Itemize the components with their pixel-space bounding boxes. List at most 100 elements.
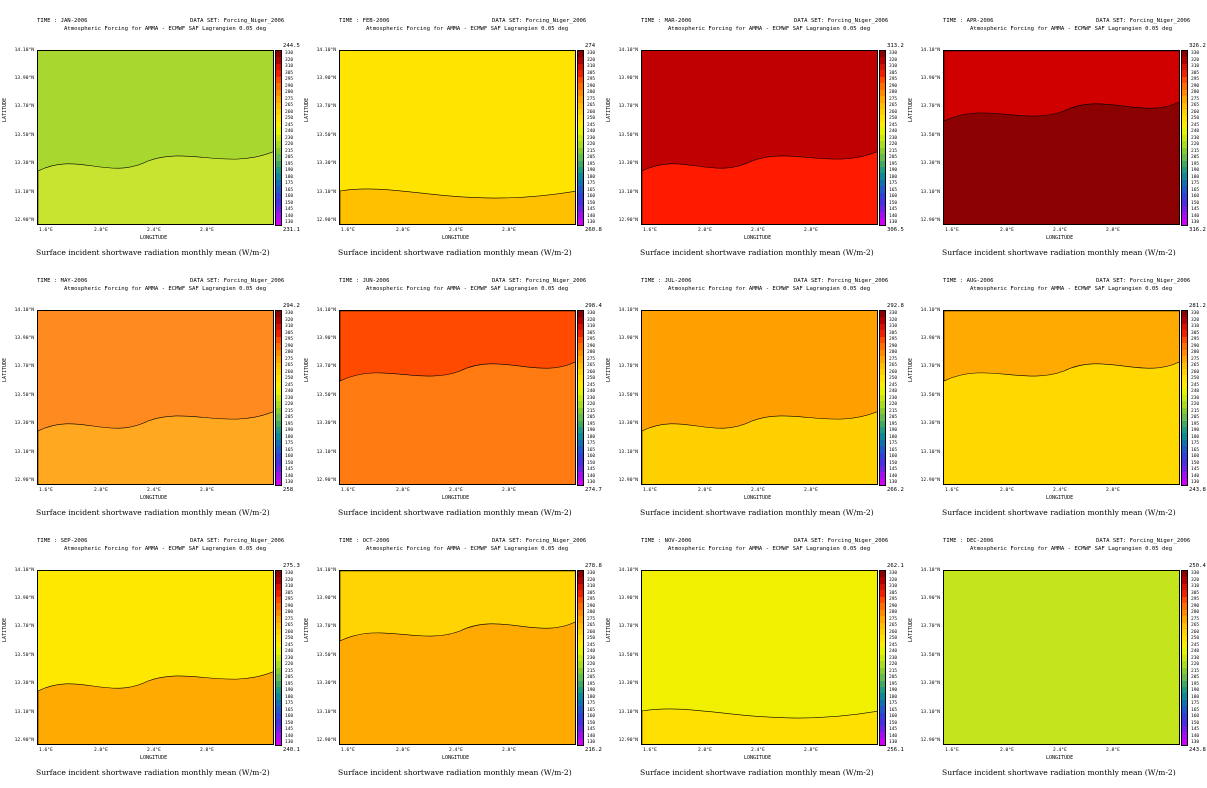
colorbar-level: 140 (1191, 213, 1200, 219)
colorbar-level: 160 (889, 454, 898, 459)
colorbar-segment (1182, 343, 1187, 350)
colorbar-level: 165 (889, 707, 898, 713)
y-tick-label: 13.10°N (618, 450, 638, 455)
colorbar-max: 278.8 (585, 563, 602, 569)
y-tick-label: 13.50°N (316, 393, 336, 398)
colorbar-level: 160 (1191, 454, 1200, 459)
colorbar-level: 330 (285, 571, 294, 576)
colorbar-segment (880, 693, 885, 701)
colorbar-segment (578, 680, 583, 688)
colorbar-segment (578, 459, 583, 466)
colorbar-level: 140 (587, 733, 596, 739)
colorbar-segment (578, 635, 583, 643)
colorbar-segment (578, 154, 583, 161)
x-tick-label: 2.8°E (804, 748, 818, 753)
colorbar-segment (276, 478, 281, 486)
colorbar-segment (578, 712, 583, 720)
y-tick-label: 13.70°N (618, 104, 638, 109)
x-tick-label: 1.6°E (643, 748, 657, 753)
colorbar-min: 274.7 (585, 487, 602, 493)
colorbar-level: 180 (889, 694, 898, 700)
x-tick-label: 2.8°E (200, 228, 214, 233)
colorbar-max: 244.5 (283, 43, 300, 49)
colorbar-level: 260 (285, 629, 294, 635)
colorbar-segment (880, 577, 885, 585)
colorbar-level: 305 (285, 590, 294, 596)
y-tick-label: 13.90°N (14, 596, 34, 601)
colorbar-segment (578, 596, 583, 604)
colorbar-segment (276, 179, 281, 187)
y-axis-label: LATITUDE (2, 617, 8, 642)
colorbar-segment (578, 648, 583, 656)
colorbar-level: 215 (587, 668, 596, 674)
colorbar-level: 305 (889, 330, 898, 336)
y-tick-label: 13.10°N (316, 710, 336, 715)
colorbar-level: 295 (1191, 337, 1200, 342)
colorbar-level: 280 (285, 90, 294, 95)
panel-time: TIME : APR-2006 (943, 18, 994, 24)
map-panel: TIME : MAR-2006 DATA SET: Forcing_Niger_2… (604, 10, 904, 268)
colorbar-level: 180 (1191, 434, 1200, 440)
colorbar-segment (880, 420, 885, 428)
colorbar-level: 265 (889, 623, 898, 628)
colorbar-level: 205 (587, 415, 596, 420)
colorbar-segment (578, 349, 583, 357)
colorbar-segment (880, 83, 885, 90)
y-axis-label: LATITUDE (2, 357, 8, 382)
panel-subtitle: Atmospheric Forcing for AMMA - ECMWF SAF… (668, 546, 871, 552)
colorbar-level: 150 (587, 200, 596, 206)
panel-time: TIME : DEC-2006 (943, 538, 994, 544)
colorbar-segment (276, 603, 281, 610)
colorbar-segment (880, 571, 885, 578)
colorbar-level: 295 (587, 597, 596, 602)
colorbar-segment (578, 427, 583, 434)
colorbar-segment (578, 629, 583, 636)
colorbar-segment (578, 70, 583, 78)
colorbar-level: 320 (285, 57, 294, 63)
colorbar-level: 165 (889, 187, 898, 193)
colorbar-level: 305 (587, 330, 596, 336)
x-axis-label: LONGITUDE (1046, 755, 1074, 761)
colorbar-level: 195 (285, 421, 294, 427)
colorbar-segment (1182, 648, 1187, 656)
colorbar-level: 145 (889, 727, 898, 732)
colorbar-segment (880, 427, 885, 434)
colorbar-level: 140 (1191, 473, 1200, 479)
colorbar-segment (1182, 394, 1187, 402)
colorbar-level: 205 (1191, 415, 1200, 420)
x-tick-label: 1.6°E (341, 488, 355, 493)
y-tick-label: 14.10°N (618, 568, 638, 573)
colorbar-segment (578, 323, 583, 331)
colorbar-level: 220 (285, 402, 294, 407)
colorbar-segment (276, 732, 281, 739)
colorbar-segment (1182, 369, 1187, 376)
colorbar-segment (276, 369, 281, 376)
colorbar-level: 250 (889, 636, 898, 641)
colorbar-level: 330 (889, 311, 898, 316)
panel-caption: Surface incident shortwave radiation mon… (640, 248, 874, 257)
colorbar-segment (880, 121, 885, 129)
colorbar-segment (880, 472, 885, 479)
x-tick-label: 1.6°E (945, 488, 959, 493)
colorbar-segment (276, 388, 281, 396)
colorbar-segment (276, 134, 281, 142)
x-axis-label: LONGITUDE (744, 495, 772, 501)
colorbar-level: 160 (285, 194, 294, 199)
colorbar-segment (578, 192, 583, 200)
x-tick-label: 2.4°E (147, 488, 161, 493)
colorbar-level: 280 (1191, 90, 1200, 95)
colorbar-segment (1182, 330, 1187, 338)
colorbar-level: 180 (889, 174, 898, 180)
colorbar-segment (578, 381, 583, 389)
map-plot (641, 570, 878, 745)
colorbar-segment (276, 712, 281, 720)
colorbar-level: 130 (1191, 220, 1200, 225)
panel-caption: Surface incident shortwave radiation mon… (640, 508, 874, 517)
colorbar-level: 320 (285, 577, 294, 583)
colorbar-segment (1182, 311, 1187, 318)
colorbar-segment (1182, 427, 1187, 434)
colorbar-segment (578, 407, 583, 415)
colorbar-segment (880, 205, 885, 213)
colorbar-level: 175 (889, 441, 898, 446)
colorbar-level: 305 (1191, 70, 1200, 76)
